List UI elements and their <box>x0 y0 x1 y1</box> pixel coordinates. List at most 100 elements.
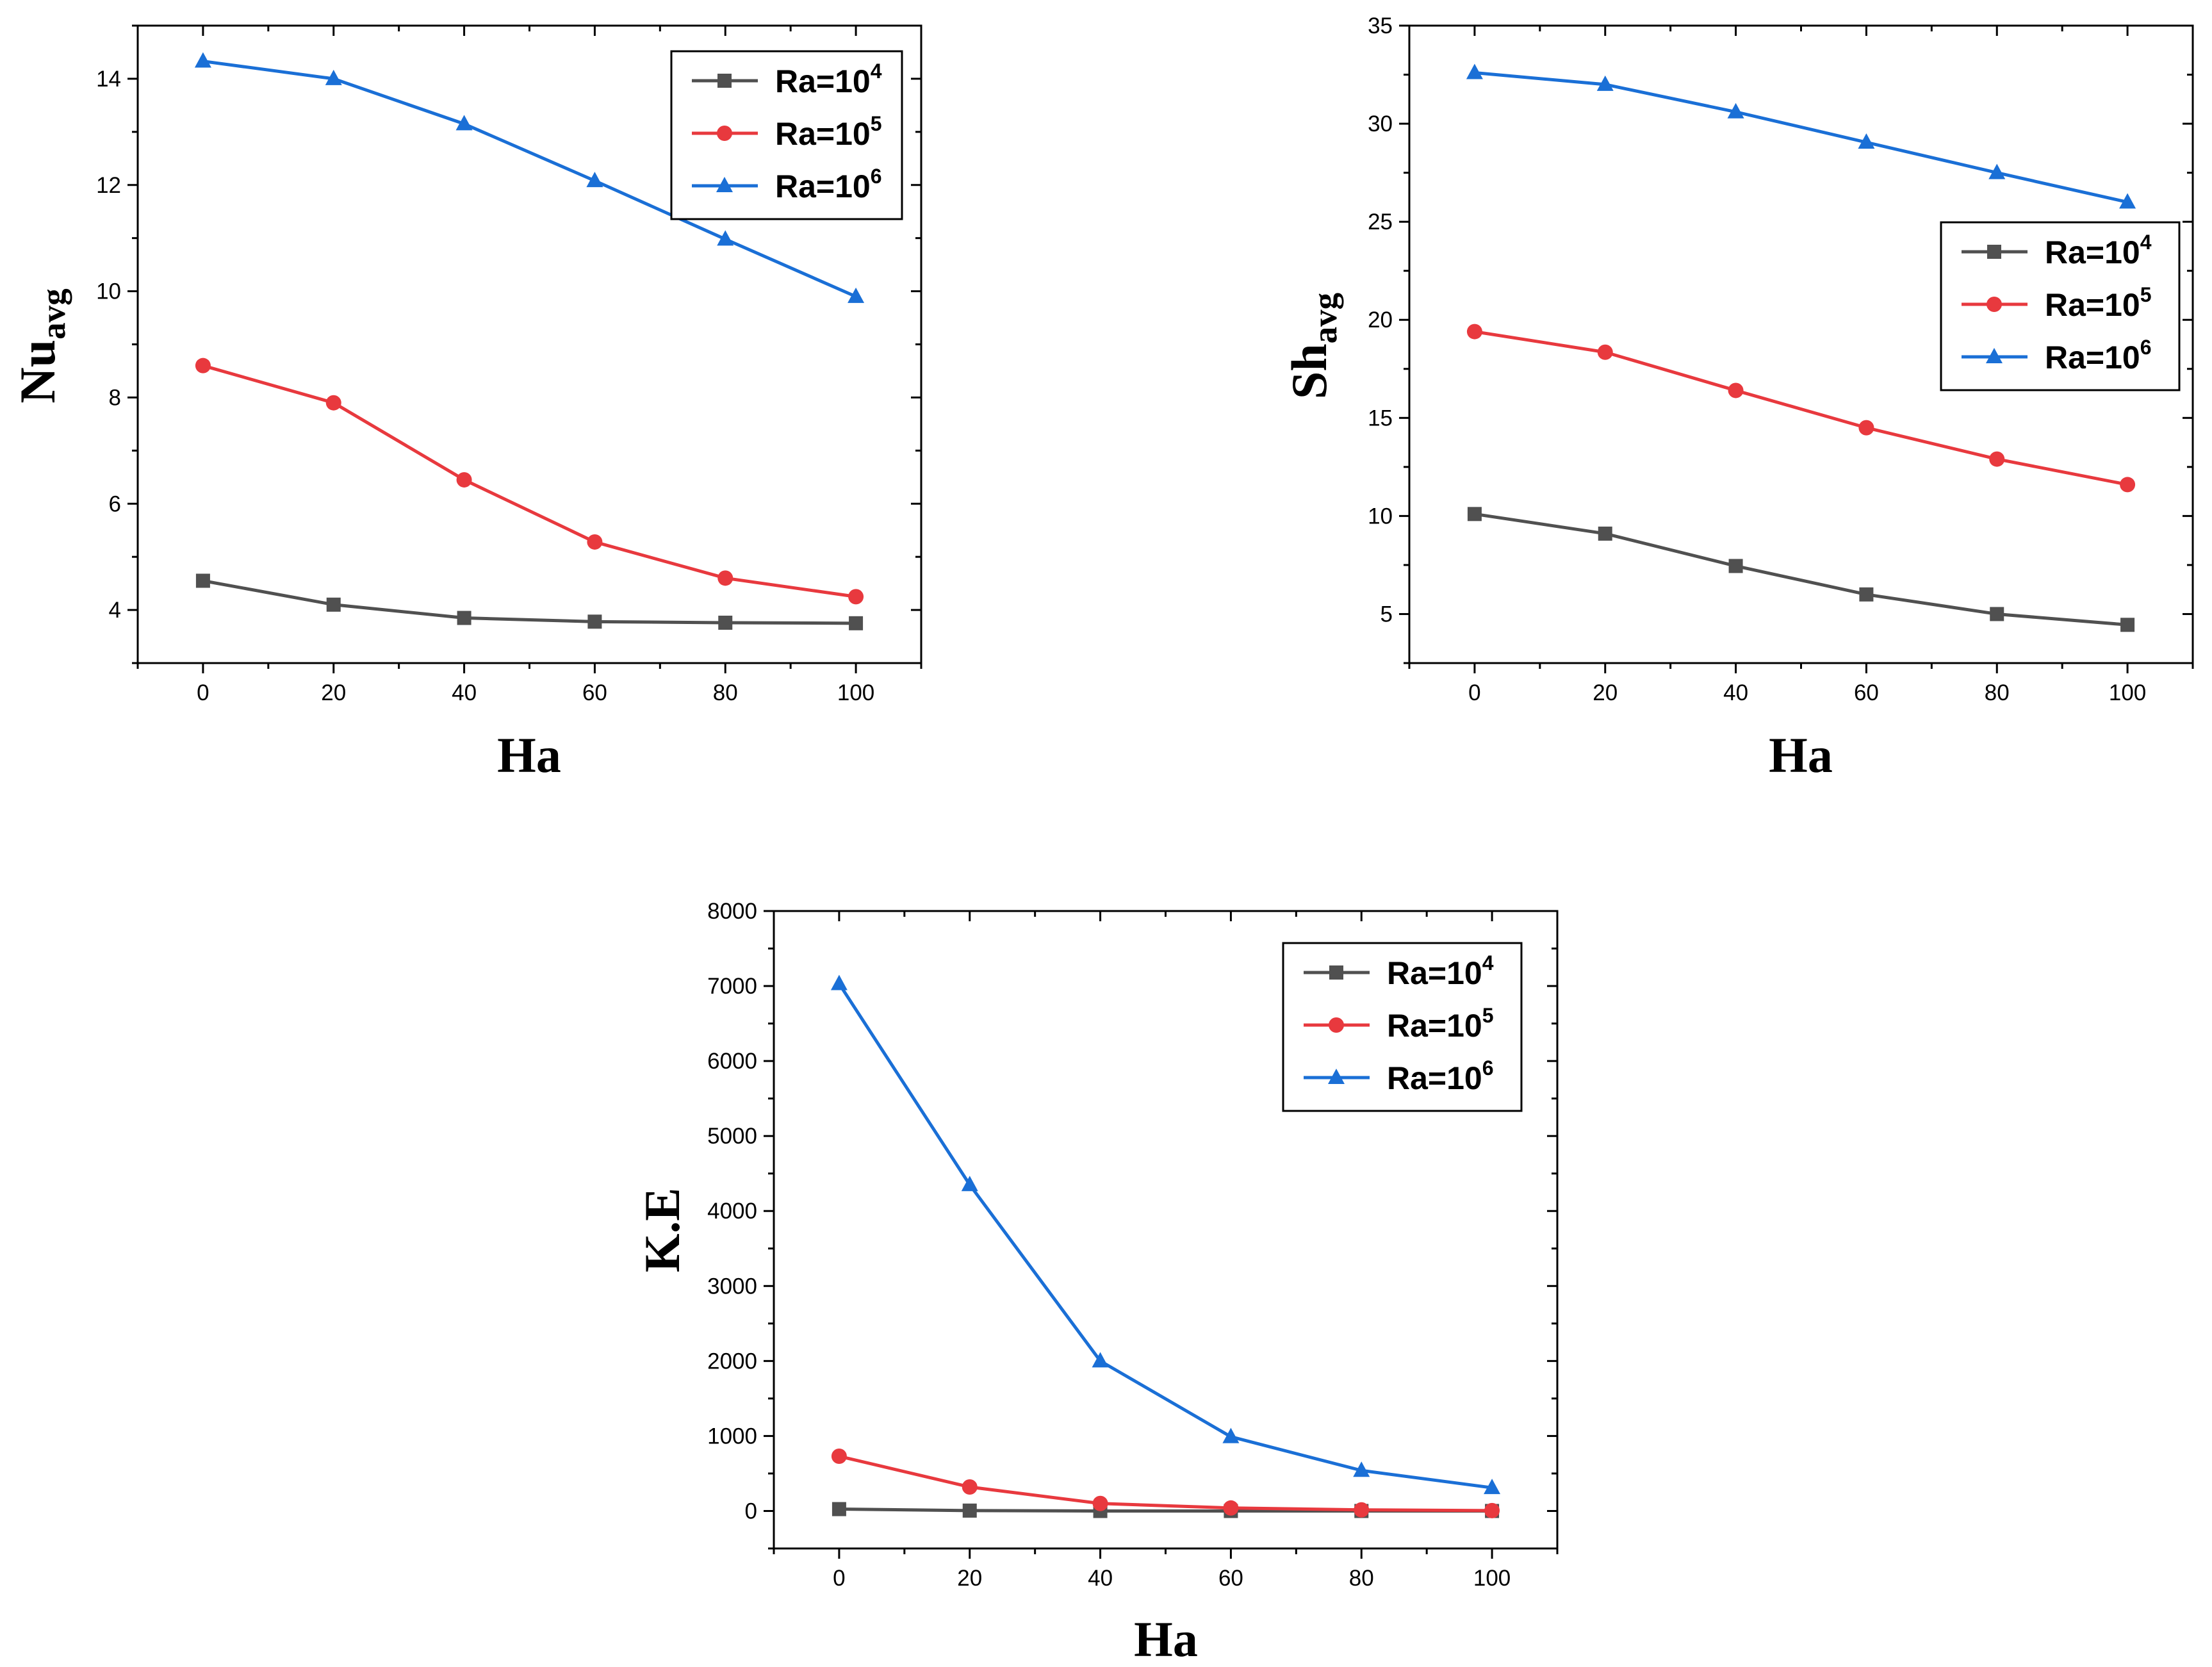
y-tick-label: 25 <box>1368 209 1393 234</box>
y-tick-label: 20 <box>1368 308 1393 333</box>
legend-label-base: Ra=10 <box>775 168 871 204</box>
data-point-square <box>849 616 864 630</box>
series-ra-10-4 <box>195 573 864 630</box>
y-tick-label: 6 <box>109 491 121 516</box>
series-ra-10-5 <box>195 357 864 605</box>
x-tick-label: 0 <box>833 1566 845 1591</box>
series-ra-10-5 <box>831 1449 1500 1518</box>
legend-label: Ra=104 <box>775 60 882 99</box>
x-tick-label: 40 <box>1088 1566 1113 1591</box>
legend-label: Ra=105 <box>775 112 882 152</box>
legend-label-exponent: 6 <box>871 165 882 188</box>
legend-label-exponent: 5 <box>2140 283 2152 306</box>
data-point-circle <box>1858 420 1874 436</box>
y-tick-label: 6000 <box>707 1049 757 1074</box>
x-tick-label: 40 <box>1723 680 1748 705</box>
data-point-triangle <box>848 287 865 303</box>
legend-label-exponent: 5 <box>1482 1004 1494 1027</box>
series-ra-10-4 <box>1467 507 2135 632</box>
y-tick-label: 7000 <box>707 974 757 999</box>
data-point-square <box>1329 965 1343 980</box>
x-axis-title: Ha <box>1769 727 1833 783</box>
data-point-triangle <box>2119 193 2136 209</box>
y-tick-label: 3000 <box>707 1274 757 1299</box>
legend-item: Ra=104 <box>692 60 882 99</box>
data-point-square <box>1990 607 2004 621</box>
y-axis-title-main: Nu <box>10 340 65 404</box>
series-line <box>202 364 856 598</box>
data-point-triangle <box>716 177 733 192</box>
legend-label-exponent: 6 <box>1482 1056 1494 1080</box>
data-point-circle <box>1223 1500 1239 1516</box>
data-point-triangle <box>1222 1427 1240 1443</box>
data-point-square <box>718 615 733 630</box>
y-tick-label: 1000 <box>707 1424 757 1449</box>
legend-label: Ra=105 <box>1387 1004 1494 1044</box>
legend-label-exponent: 6 <box>2140 336 2152 359</box>
legend-label: Ra=104 <box>2045 231 2152 270</box>
legend-label: Ra=106 <box>2045 336 2152 375</box>
data-point-circle <box>1989 451 2005 467</box>
series-ra-10-5 <box>1466 324 2136 493</box>
y-tick-label: 5 <box>1380 602 1393 627</box>
legend-label-base: Ra=10 <box>2045 340 2140 375</box>
legend-label-exponent: 5 <box>871 112 882 135</box>
x-axis-title: Ha <box>497 727 561 783</box>
data-point-circle <box>325 395 341 411</box>
legend-item: Ra=104 <box>1962 231 2152 270</box>
y-tick-label: 8 <box>109 385 121 410</box>
data-point-square <box>717 74 732 88</box>
x-axis-title: Ha <box>1134 1611 1198 1667</box>
x-tick-label: 0 <box>197 680 209 705</box>
data-point-circle <box>1466 324 1482 340</box>
x-tick-label: 100 <box>2109 680 2146 705</box>
y-axis-title-main: K.E <box>634 1188 690 1272</box>
data-point-triangle <box>1596 75 1614 91</box>
legend-label: Ra=106 <box>1387 1056 1494 1096</box>
y-tick-label: 10 <box>1368 504 1393 529</box>
y-axis-title-subscript: avg <box>35 288 72 340</box>
data-point-circle <box>1728 382 1744 398</box>
legend-label: Ra=105 <box>2045 283 2152 323</box>
series-line <box>837 983 1493 1490</box>
data-point-square <box>1467 507 1482 521</box>
legend-item: Ra=106 <box>692 165 882 204</box>
x-tick-label: 80 <box>1349 1566 1374 1591</box>
data-point-triangle <box>717 230 734 246</box>
data-point-triangle <box>194 52 211 68</box>
data-point-triangle <box>1466 63 1483 79</box>
x-tick-label: 40 <box>452 680 477 705</box>
data-point-triangle <box>1092 1352 1109 1368</box>
legend-label-exponent: 4 <box>2140 231 2152 254</box>
y-axis-title-main: Sh <box>1281 343 1337 399</box>
series-ra-10-6 <box>830 974 1501 1495</box>
x-tick-label: 60 <box>582 680 607 705</box>
x-tick-label: 20 <box>957 1566 982 1591</box>
data-point-square <box>587 614 602 629</box>
data-point-triangle <box>1986 348 2003 363</box>
y-tick-label: 0 <box>745 1499 757 1523</box>
legend-label-base: Ra=10 <box>1387 1060 1482 1096</box>
x-tick-label: 20 <box>321 680 346 705</box>
chart-2: 0 20 40 60 80 1005101520253035HaShavgRa=104Ra… <box>1281 13 2194 783</box>
data-point-square <box>195 573 210 588</box>
data-point-circle <box>831 1449 847 1465</box>
data-point-triangle <box>1988 163 2006 179</box>
legend-item: Ra=105 <box>1962 283 2152 323</box>
data-point-square <box>457 611 471 625</box>
y-axis-title: K.E <box>634 1188 690 1272</box>
data-point-circle <box>717 570 733 586</box>
y-tick-label: 10 <box>96 279 121 304</box>
legend-label-base: Ra=10 <box>1387 955 1482 991</box>
y-axis-title-subscript: avg <box>1307 293 1344 344</box>
y-tick-label: 15 <box>1368 406 1393 431</box>
x-tick-label: 60 <box>1218 1566 1243 1591</box>
legend-item: Ra=106 <box>1304 1056 1494 1096</box>
x-tick-label: 100 <box>1473 1566 1511 1591</box>
legend-item: Ra=104 <box>1304 951 1494 991</box>
x-tick-label: 100 <box>837 680 874 705</box>
data-point-triangle <box>1353 1461 1370 1477</box>
